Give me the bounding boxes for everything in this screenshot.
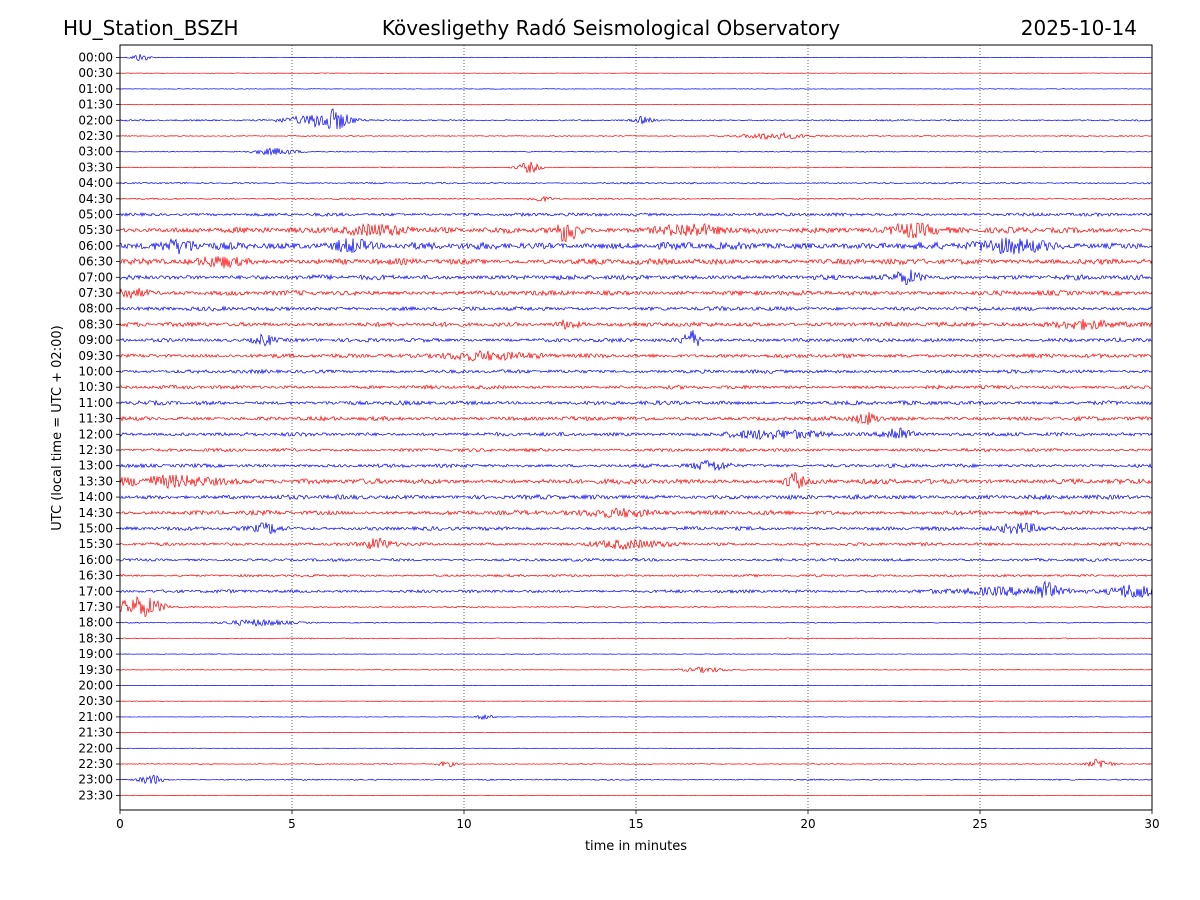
y-axis-label: UTC (local time = UTC + 02:00) [50,325,65,530]
y-tick-label: 03:00 [78,145,113,159]
trace-row [120,701,1152,702]
chart-title: Kövesligethy Radó Seismological Observat… [382,16,840,40]
y-tick-label: 15:30 [78,537,113,551]
y-tick-label: 05:00 [78,208,113,222]
y-tick-label: 09:30 [78,349,113,363]
trace-row [120,104,1152,105]
y-tick-label: 22:30 [78,757,113,771]
y-tick-label: 13:00 [78,459,113,473]
y-tick-label: 13:30 [78,474,113,488]
y-tick-label: 10:00 [78,365,113,379]
y-tick-label: 16:00 [78,553,113,567]
y-tick-label: 01:00 [78,82,113,96]
y-tick-label: 00:30 [78,66,113,80]
y-tick-label: 08:30 [78,317,113,331]
y-tick-label: 05:30 [78,223,113,237]
trace-row [120,73,1152,74]
y-tick-label: 06:30 [78,255,113,269]
x-tick-label: 30 [1144,817,1159,831]
y-tick-label: 16:30 [78,569,113,583]
y-tick-label: 02:30 [78,129,113,143]
x-tick-label: 25 [972,817,987,831]
y-tick-label: 14:00 [78,490,113,504]
y-tick-label: 18:00 [78,616,113,630]
y-tick-label: 02:00 [78,113,113,127]
y-tick-label: 07:00 [78,270,113,284]
x-tick-label: 5 [288,817,296,831]
y-tick-label: 17:00 [78,584,113,598]
station-label: HU_Station_BSZH [63,16,239,40]
y-tick-label: 04:00 [78,176,113,190]
y-tick-label: 21:00 [78,710,113,724]
x-tick-label: 20 [800,817,815,831]
y-tick-label: 20:00 [78,679,113,693]
y-tick-label: 06:00 [78,239,113,253]
y-tick-label: 03:30 [78,160,113,174]
x-tick-label: 10 [456,817,471,831]
y-tick-label: 11:00 [78,396,113,410]
y-tick-label: 12:30 [78,443,113,457]
x-tick-label: 0 [116,817,124,831]
y-tick-label: 00:00 [78,51,113,65]
y-tick-label: 18:30 [78,631,113,645]
y-tick-label: 19:00 [78,647,113,661]
y-tick-label: 10:30 [78,380,113,394]
y-tick-label: 17:30 [78,600,113,614]
y-tick-label: 21:30 [78,726,113,740]
y-tick-label: 20:30 [78,694,113,708]
y-tick-label: 07:30 [78,286,113,300]
x-tick-label: 15 [628,817,643,831]
y-tick-label: 04:30 [78,192,113,206]
y-tick-label: 01:30 [78,98,113,112]
y-tick-label: 11:30 [78,412,113,426]
y-tick-label: 19:30 [78,663,113,677]
x-axis-label: time in minutes [585,839,687,854]
y-tick-label: 09:00 [78,333,113,347]
y-tick-label: 15:00 [78,522,113,536]
y-tick-label: 12:00 [78,427,113,441]
y-tick-label: 23:30 [78,788,113,802]
y-tick-label: 22:00 [78,741,113,755]
y-tick-label: 23:00 [78,773,113,787]
helicorder-chart: HU_Station_BSZH Kövesligethy Radó Seismo… [0,0,1200,900]
date-label: 2025-10-14 [1021,16,1137,40]
y-tick-label: 08:00 [78,302,113,316]
trace-row [120,685,1152,686]
y-tick-label: 14:30 [78,506,113,520]
